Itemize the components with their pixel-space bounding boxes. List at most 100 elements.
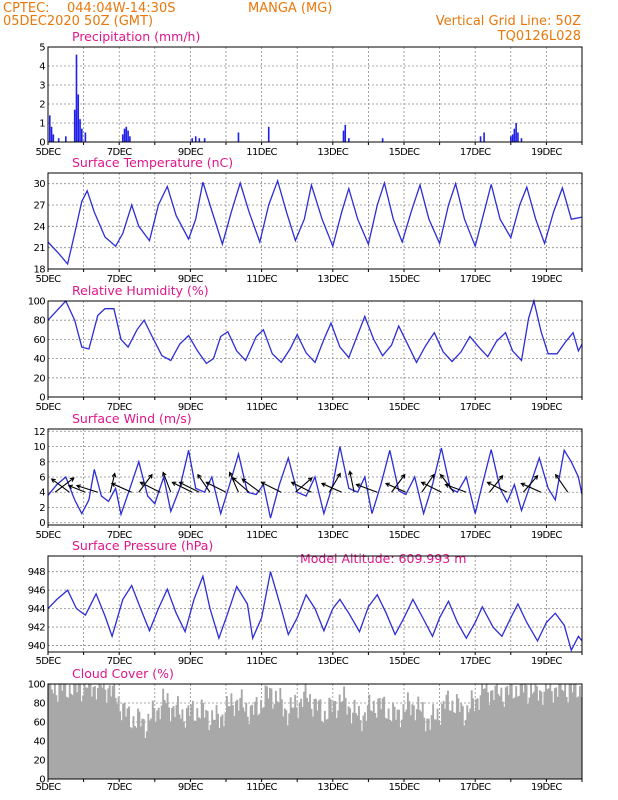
x-tick-label: 19DEC <box>531 530 562 541</box>
cloud-bar <box>132 716 135 779</box>
cloud-bar <box>77 684 80 779</box>
cloud-bar <box>233 716 236 779</box>
cloud-bar <box>344 697 347 779</box>
cloud-bar <box>469 708 472 779</box>
cloud-bar <box>411 704 414 779</box>
cloud-bar <box>402 704 405 779</box>
cloud-bar <box>500 687 503 779</box>
cloud-bar <box>252 714 255 779</box>
cloud-bar <box>107 688 110 779</box>
cloud-bar <box>467 712 470 779</box>
cloud-bar <box>510 684 513 779</box>
cloud-bar <box>430 715 433 779</box>
cloud-bar <box>380 709 383 779</box>
cloud-bar <box>497 694 500 779</box>
cloud-bar <box>126 708 129 779</box>
precip-bar <box>84 132 87 142</box>
precip-bar <box>79 119 81 142</box>
cloud-bar <box>178 714 181 779</box>
cloud-bar <box>383 696 386 779</box>
cloud-bar <box>285 710 288 779</box>
wind-arrow <box>520 482 542 493</box>
cloud-bar <box>162 688 165 779</box>
precip-bar <box>515 123 517 142</box>
cloud-bar <box>454 713 457 779</box>
cloud-bar <box>291 707 294 779</box>
cloud-bar <box>439 724 442 779</box>
cloud-bar <box>421 702 424 779</box>
cloud-bar <box>153 708 156 779</box>
cloud-bar <box>102 684 105 779</box>
cloud-frame <box>47 683 583 780</box>
cloud-bar <box>279 687 282 779</box>
cloud-bar <box>52 693 55 779</box>
cloud-bar <box>528 697 531 779</box>
y-tick-label: 6 <box>39 473 45 484</box>
cloud-bar <box>165 703 168 779</box>
wind-arrow <box>384 482 407 493</box>
cloud-bar <box>297 718 300 779</box>
cloud-bar <box>224 712 227 779</box>
cloud-bar <box>246 716 249 779</box>
cloud-bar <box>289 697 292 779</box>
y-tick-label: 30 <box>33 179 45 190</box>
cloud-bar <box>131 728 133 779</box>
cloud-title: Cloud Cover (%) <box>72 666 174 681</box>
cloud-bar <box>353 699 356 779</box>
cloud-bar <box>326 718 329 779</box>
cloud-bar <box>455 694 458 779</box>
wind-arrow <box>50 478 70 493</box>
cloud-bar <box>435 719 438 779</box>
cloud-bar <box>524 684 527 779</box>
cloud-bar <box>399 727 402 779</box>
cloud-bar <box>266 686 268 779</box>
cloud-bar <box>479 695 482 779</box>
cloud-bar <box>96 687 99 779</box>
cloud-bar <box>432 704 435 779</box>
x-tick-label: 17DEC <box>460 147 491 158</box>
y-tick-label: 80 <box>33 316 45 327</box>
cloud-bar <box>307 702 310 779</box>
cloud-bar <box>576 697 578 779</box>
cloud-bar <box>105 702 108 779</box>
wind-arrow <box>444 483 467 493</box>
precip-bar <box>479 136 482 142</box>
x-tick-label: 9DEC <box>178 147 204 158</box>
cloud-bar <box>255 696 258 779</box>
cloud-bar <box>62 684 65 779</box>
cloud-bar <box>504 687 507 779</box>
cloud-bar <box>88 684 90 779</box>
cloud-bar <box>442 700 445 779</box>
cloud-bar <box>168 707 171 779</box>
x-tick-label: 7DEC <box>107 656 133 667</box>
cloud-bar <box>377 698 380 779</box>
cloud-bar <box>401 719 403 779</box>
precip-bar <box>203 138 206 142</box>
cloud-bar <box>515 686 518 779</box>
cloud-bar <box>405 709 408 779</box>
header-grid-note: Vertical Grid Line: 50Z <box>436 14 581 29</box>
cloud-bar <box>463 725 466 779</box>
cloud-bar <box>579 685 581 779</box>
cloud-bar <box>157 707 160 779</box>
y-tick-label: 0 <box>39 393 45 404</box>
cloud-bar <box>141 718 144 779</box>
cloud-bar <box>565 696 568 779</box>
wind-panel: 0 2 4 6 8 10 12 5DEC 7DEC 9DEC 11DEC 13DEC 15DEC 17DE… <box>33 411 583 541</box>
cloud-bar <box>484 688 486 779</box>
temperature-panel: 18 21 24 27 30 5DEC 7DEC 9DEC 11DEC 13DEC 15DEC 17D… <box>33 155 583 285</box>
x-tick-label: 13DEC <box>317 656 348 667</box>
cloud-bar <box>540 691 543 779</box>
cloud-bar <box>53 684 56 779</box>
wind-arrow <box>260 481 282 493</box>
x-tick-label: 19DEC <box>531 402 562 413</box>
x-tick-label: 19DEC <box>531 147 562 158</box>
wind-arrow <box>391 473 406 493</box>
cloud-bar <box>547 688 550 779</box>
cloud-bar <box>537 700 540 779</box>
y-tick-label: 8 <box>39 457 45 468</box>
cloud-bar <box>137 708 139 779</box>
cloud-bar <box>86 687 89 779</box>
cloud-bar <box>427 718 430 779</box>
